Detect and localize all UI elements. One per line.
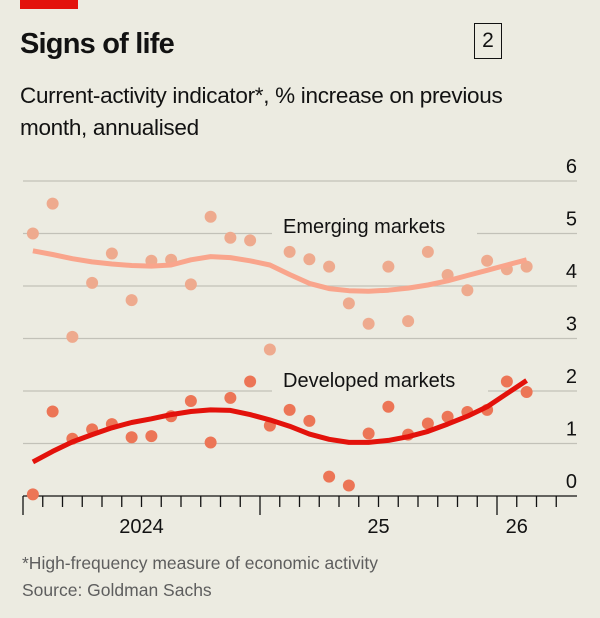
data-point [244, 234, 257, 247]
data-point [323, 260, 336, 273]
data-point [382, 260, 395, 273]
footnote: *High-frequency measure of economic acti… [22, 553, 378, 573]
data-point [46, 405, 59, 418]
y-tick-label: 2 [566, 366, 577, 388]
data-point [481, 254, 494, 267]
data-point [244, 375, 257, 388]
data-point [204, 436, 217, 449]
data-point [46, 197, 59, 210]
data-point [184, 278, 197, 291]
data-point [461, 284, 474, 297]
chart-number-badge: 2 [474, 23, 502, 59]
trend-line [32, 248, 528, 294]
data-point [86, 276, 99, 289]
data-point [66, 330, 79, 343]
data-point [125, 431, 138, 444]
data-point [224, 231, 237, 244]
data-point [283, 245, 296, 258]
data-point [362, 427, 375, 440]
data-point [382, 400, 395, 413]
data-point [362, 317, 375, 330]
data-point [263, 343, 276, 356]
data-point [520, 260, 533, 273]
data-point [441, 410, 454, 423]
data-point [204, 210, 217, 223]
y-tick-label: 0 [566, 471, 577, 493]
chart-title: Signs of life [20, 28, 175, 60]
trend-line [31, 378, 528, 465]
data-point [402, 315, 415, 328]
y-tick-label: 3 [566, 314, 577, 336]
data-point [125, 294, 138, 307]
data-point [303, 414, 316, 427]
series-label: Developed markets [283, 370, 455, 392]
data-point [26, 488, 39, 501]
y-tick-label: 5 [566, 209, 577, 231]
data-point [184, 394, 197, 407]
data-point [224, 391, 237, 404]
y-tick-label: 1 [566, 419, 577, 441]
x-tick-label: 26 [506, 516, 528, 538]
x-tick-label: 25 [367, 516, 389, 538]
data-point [500, 375, 513, 388]
y-tick-label: 6 [566, 156, 577, 178]
data-point [323, 470, 336, 483]
data-point [520, 386, 533, 399]
series-label: Emerging markets [283, 216, 445, 238]
data-point [145, 430, 158, 443]
source-note: Source: Goldman Sachs [22, 580, 212, 600]
chart-subtitle: Current-activity indicator*, % increase … [20, 83, 503, 140]
data-point [421, 417, 434, 430]
y-tick-label: 4 [566, 261, 577, 283]
data-point [342, 297, 355, 310]
data-point [283, 403, 296, 416]
data-point [342, 479, 355, 492]
x-tick-label: 2024 [119, 516, 164, 538]
brand-red-bar [20, 0, 78, 9]
data-point [105, 247, 118, 260]
data-point [26, 227, 39, 240]
data-point [421, 245, 434, 258]
data-point [303, 253, 316, 266]
